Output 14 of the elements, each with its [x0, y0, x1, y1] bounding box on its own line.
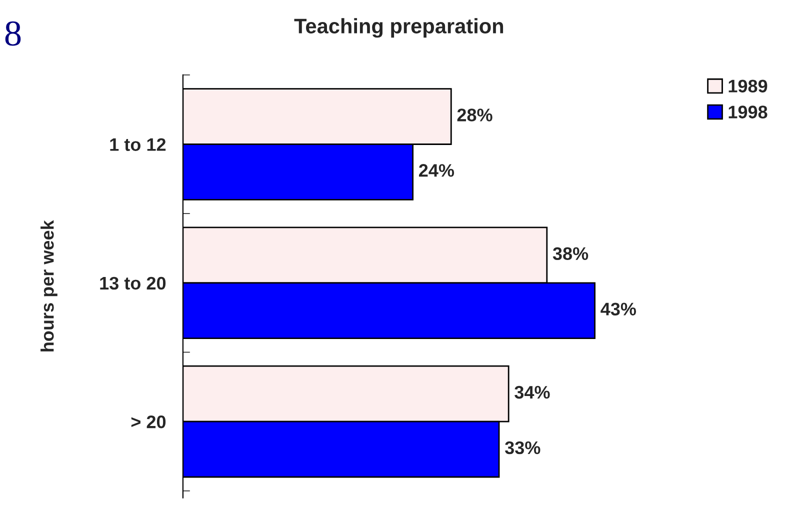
data-label: 34% [514, 386, 550, 399]
data-label: 28% [457, 108, 492, 122]
data-label: 38% [552, 247, 588, 260]
y-axis-title: hours per week [40, 220, 58, 352]
data-label: 33% [504, 441, 540, 454]
data-label: 24% [419, 164, 454, 177]
chart-title: Teaching preparation [294, 18, 504, 38]
text: 8 [5, 21, 21, 46]
y-tick-label: 1 to 12 [110, 138, 166, 151]
legend-label: 1989 [728, 80, 768, 92]
y-tick-label: 13 to 20 [100, 276, 166, 290]
data-label: 43% [600, 302, 636, 316]
legend-label: 1998 [728, 106, 768, 118]
y-tick-label: > 20 [131, 415, 166, 428]
